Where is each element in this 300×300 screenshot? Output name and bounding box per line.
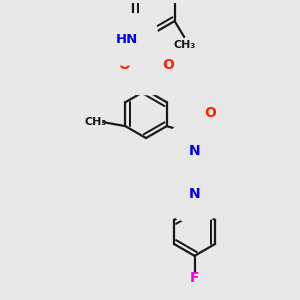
Text: N: N xyxy=(189,187,200,201)
Text: CH₃: CH₃ xyxy=(85,117,107,127)
Text: O: O xyxy=(162,58,174,72)
Text: CH₃: CH₃ xyxy=(173,40,195,50)
Text: HN: HN xyxy=(116,33,138,46)
Text: O: O xyxy=(118,58,130,72)
Text: S: S xyxy=(140,57,152,72)
Text: F: F xyxy=(190,271,199,285)
Text: N: N xyxy=(189,144,200,158)
Text: O: O xyxy=(205,106,216,120)
